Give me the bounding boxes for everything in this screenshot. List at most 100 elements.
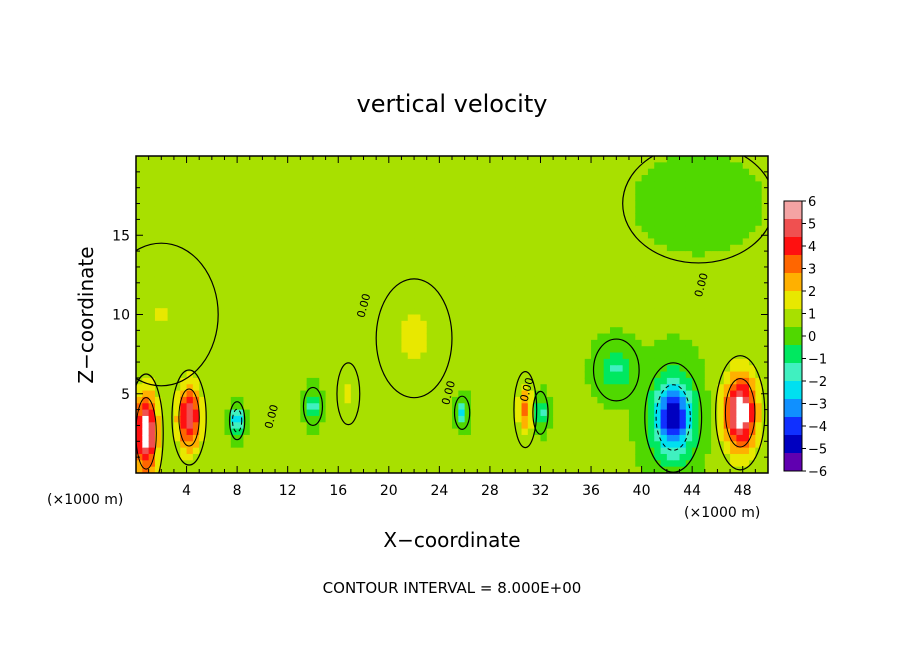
heatmap-cell [508,352,516,360]
heatmap-cell [319,390,327,398]
heatmap-cell [192,168,200,176]
heatmap-cell [401,365,409,373]
heatmap-cell [483,441,491,449]
heatmap-cell [647,251,655,259]
heatmap-cell [325,460,333,468]
heatmap-cell [666,415,674,423]
heatmap-cell [679,156,687,163]
heatmap-cell [192,403,200,411]
heatmap-cell [723,434,731,442]
heatmap-cell [275,453,282,461]
heatmap-cell [660,257,668,265]
heatmap-cell [287,263,295,271]
heatmap-cell [186,276,194,284]
heatmap-cell [154,403,162,411]
heatmap-cell [553,396,561,404]
heatmap-cell [433,301,440,309]
heatmap-cell [401,327,409,335]
heatmap-cell [591,181,598,189]
heatmap-cell [597,219,605,227]
heatmap-cell [647,200,655,208]
heatmap-cell [407,219,415,227]
heatmap-cell [161,219,169,227]
heatmap-cell [502,301,510,309]
heatmap-cell [142,257,150,265]
heatmap-cell [679,390,687,398]
heatmap-cell [534,460,542,468]
heatmap-cell [730,358,737,366]
heatmap-cell [230,225,238,233]
heatmap-cell [578,434,586,442]
heatmap-cell [755,396,763,404]
heatmap-cell [218,175,226,182]
heatmap-cell [180,314,188,322]
heatmap-cell [502,434,510,442]
heatmap-cell [616,428,624,436]
heatmap-cell [685,314,693,322]
heatmap-cell [477,403,485,411]
heatmap-cell [363,384,371,392]
heatmap-cell [230,289,238,297]
heatmap-cell [211,447,219,455]
heatmap-cell [477,270,485,278]
heatmap-cell [692,422,700,430]
heatmap-cell [192,415,200,423]
heatmap-cell [205,289,213,297]
heatmap-cell [180,339,188,347]
heatmap-cell [357,187,365,195]
heatmap-cell [319,358,327,366]
heatmap-cell [161,200,169,208]
heatmap-cell [350,301,358,309]
heatmap-cell [622,434,630,442]
heatmap-cell [275,181,282,189]
heatmap-cell [508,232,516,240]
heatmap-cell [654,301,662,309]
heatmap-cell [369,428,377,436]
heatmap-cell [249,403,257,411]
heatmap-cell [628,460,636,468]
heatmap-cell [616,257,624,265]
heatmap-cell [218,346,226,354]
heatmap-cell [635,289,643,297]
heatmap-cell [483,434,491,442]
heatmap-cell [401,352,409,360]
heatmap-cell [628,289,636,297]
heatmap-cell [458,289,466,297]
heatmap-cell [306,181,314,189]
heatmap-cell [294,460,301,468]
heatmap-cell [666,175,674,182]
heatmap-cell [572,365,579,373]
heatmap-cell [256,384,263,392]
heatmap-cell [717,314,725,322]
heatmap-cell [186,333,194,341]
heatmap-cell [433,219,440,227]
heatmap-cell [300,282,308,290]
heatmap-cell [388,346,396,354]
heatmap-cell [350,263,358,271]
heatmap-cell [584,282,592,290]
heatmap-cell [553,441,561,449]
heatmap-cell [369,390,377,398]
heatmap-cell [186,371,194,379]
heatmap-cell [742,181,750,189]
heatmap-cell [331,466,339,473]
heatmap-cell [603,263,611,271]
heatmap-cell [685,434,693,442]
heatmap-cell [192,225,200,233]
heatmap-cell [458,403,466,411]
heatmap-cell [527,238,535,246]
heatmap-cell [395,244,403,252]
heatmap-cell [369,441,377,449]
heatmap-cell [331,339,339,347]
heatmap-cell [647,314,655,322]
heatmap-cell [401,390,409,398]
heatmap-cell [287,295,295,303]
heatmap-cell [534,434,542,442]
heatmap-cell [496,295,504,303]
heatmap-cell [142,162,150,170]
heatmap-cell [666,428,674,436]
heatmap-cell [414,434,421,442]
heatmap-cell [300,415,308,423]
heatmap-cell [553,181,561,189]
heatmap-cell [230,162,238,170]
